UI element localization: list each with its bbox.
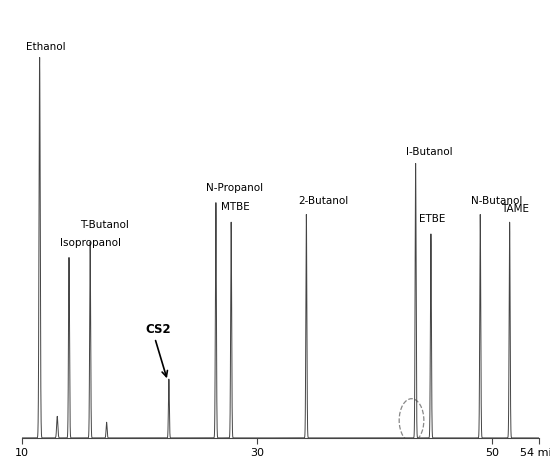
Text: T-Butanol: T-Butanol bbox=[80, 220, 129, 230]
Text: MTBE: MTBE bbox=[221, 202, 249, 212]
Text: Ethanol: Ethanol bbox=[25, 41, 65, 51]
Text: I-Butanol: I-Butanol bbox=[406, 148, 453, 158]
Text: CS2: CS2 bbox=[145, 323, 171, 336]
Text: N-Butanol: N-Butanol bbox=[471, 197, 522, 207]
Text: TAME: TAME bbox=[502, 204, 530, 214]
Text: 2-Butanol: 2-Butanol bbox=[298, 197, 348, 207]
Text: N-Propanol: N-Propanol bbox=[206, 183, 263, 193]
Text: ETBE: ETBE bbox=[419, 214, 446, 224]
Text: Isopropanol: Isopropanol bbox=[59, 238, 120, 248]
